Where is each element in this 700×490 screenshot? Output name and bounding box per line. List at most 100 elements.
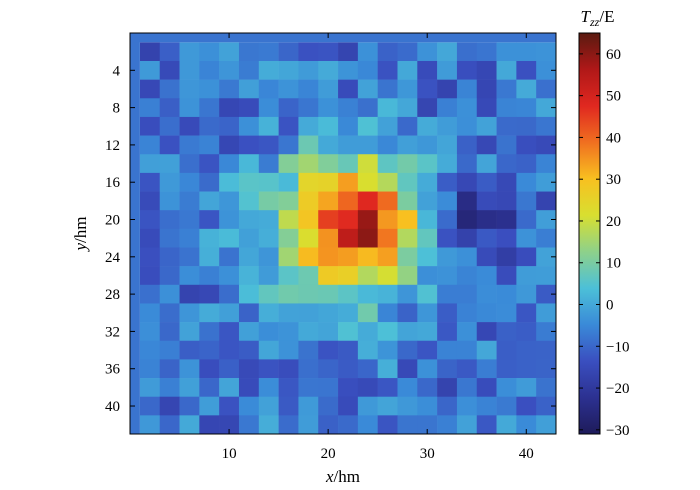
heatmap-cell xyxy=(298,172,319,192)
heatmap-cell xyxy=(397,340,418,360)
colorbar-tick-label: −30 xyxy=(606,423,629,439)
heatmap-cell xyxy=(199,340,220,360)
heatmap-cell xyxy=(278,266,299,286)
heatmap-cell xyxy=(238,322,260,342)
heatmap-cell xyxy=(318,247,339,267)
heatmap-cell xyxy=(278,116,299,136)
heatmap-cell xyxy=(516,284,537,304)
heatmap-cell xyxy=(456,359,478,379)
heatmap-cell xyxy=(437,135,458,155)
heatmap-cell xyxy=(338,172,359,192)
heatmap-cell xyxy=(298,247,319,267)
heatmap-cell xyxy=(496,98,517,118)
heatmap-cell xyxy=(456,247,478,267)
heatmap-cell xyxy=(139,79,161,99)
heatmap-cell xyxy=(377,415,398,435)
heatmap-cell xyxy=(318,284,339,304)
heatmap-cell xyxy=(318,322,339,342)
heatmap-cell xyxy=(318,172,339,192)
heatmap-cell xyxy=(338,79,359,99)
heatmap-cell xyxy=(357,191,378,211)
heatmap-cell xyxy=(377,284,398,304)
heatmap-cell xyxy=(456,135,478,155)
heatmap-cell xyxy=(238,340,260,360)
heatmap-cell xyxy=(159,135,180,155)
heatmap-cell xyxy=(437,116,458,136)
heatmap-cell xyxy=(437,340,458,360)
heatmap-cell xyxy=(417,415,438,435)
heatmap-cell xyxy=(238,172,260,192)
heatmap-cell xyxy=(179,359,200,379)
heatmap-cell xyxy=(456,116,478,136)
heatmap-cell xyxy=(179,322,200,342)
heatmap-cells xyxy=(130,33,557,435)
heatmap-cell xyxy=(456,228,478,248)
x-tick-label: 20 xyxy=(321,446,336,462)
heatmap-cell xyxy=(298,340,319,360)
y-tick-label: 28 xyxy=(105,287,120,303)
colorbar-tick-label: 10 xyxy=(606,256,621,272)
heatmap-cell xyxy=(516,116,537,136)
heatmap-cell xyxy=(536,378,557,397)
heatmap-cell xyxy=(357,154,378,174)
heatmap-cell xyxy=(397,135,418,155)
heatmap-cell xyxy=(496,172,517,192)
heatmap-cell xyxy=(417,191,438,211)
heatmap-cell xyxy=(238,415,260,435)
heatmap-cell xyxy=(357,303,378,323)
heatmap-cell xyxy=(278,378,299,397)
heatmap-cell xyxy=(338,415,359,435)
y-tick-label: 32 xyxy=(105,324,120,340)
heatmap-cell xyxy=(397,79,418,99)
heatmap-cell xyxy=(179,210,200,230)
heatmap-cell xyxy=(397,60,418,80)
heatmap-cell xyxy=(516,60,537,80)
heatmap-cell xyxy=(338,154,359,174)
heatmap-cell xyxy=(536,210,557,230)
heatmap-cell xyxy=(318,98,339,118)
heatmap-cell xyxy=(417,322,438,342)
heatmap-cell xyxy=(437,396,458,416)
heatmap-cell xyxy=(179,378,200,397)
heatmap-cell xyxy=(159,266,180,286)
heatmap-cell xyxy=(139,135,161,155)
heatmap-cell xyxy=(159,340,180,360)
heatmap-cell xyxy=(179,340,200,360)
heatmap-cell xyxy=(496,191,517,211)
heatmap-cell xyxy=(357,266,378,286)
heatmap-cell xyxy=(536,154,557,174)
colorbar-tick-label: 60 xyxy=(606,47,621,63)
heatmap-cell xyxy=(357,172,378,192)
heatmap-cell xyxy=(377,116,398,136)
heatmap-cell xyxy=(298,42,319,62)
heatmap-cell xyxy=(179,135,200,155)
heatmap-cell xyxy=(377,322,398,342)
heatmap-cell xyxy=(219,247,240,267)
heatmap-cell xyxy=(516,396,537,416)
heatmap-cell xyxy=(159,284,180,304)
heatmap-cell xyxy=(476,172,497,192)
heatmap-cell xyxy=(199,116,220,136)
heatmap-cell xyxy=(437,378,458,397)
heatmap-cell xyxy=(338,191,359,211)
heatmap-cell xyxy=(258,79,279,99)
heatmap-cell xyxy=(238,116,260,136)
heatmap-cell xyxy=(496,322,517,342)
heatmap-cell xyxy=(516,42,537,62)
heatmap-cell xyxy=(318,396,339,416)
heatmap-cell xyxy=(298,284,319,304)
heatmap-cell xyxy=(516,340,537,360)
heatmap-cell xyxy=(338,42,359,62)
y-tick-label: 24 xyxy=(105,250,121,266)
heatmap-cell xyxy=(258,415,279,435)
heatmap-cell xyxy=(476,415,497,435)
heatmap-cell xyxy=(139,266,161,286)
heatmap-cell xyxy=(476,60,497,80)
heatmap-cell xyxy=(377,191,398,211)
heatmap-cell xyxy=(496,60,517,80)
heatmap-cell xyxy=(456,172,478,192)
heatmap-cell xyxy=(516,210,537,230)
heatmap-cell xyxy=(496,116,517,136)
heatmap-cell xyxy=(278,42,299,62)
